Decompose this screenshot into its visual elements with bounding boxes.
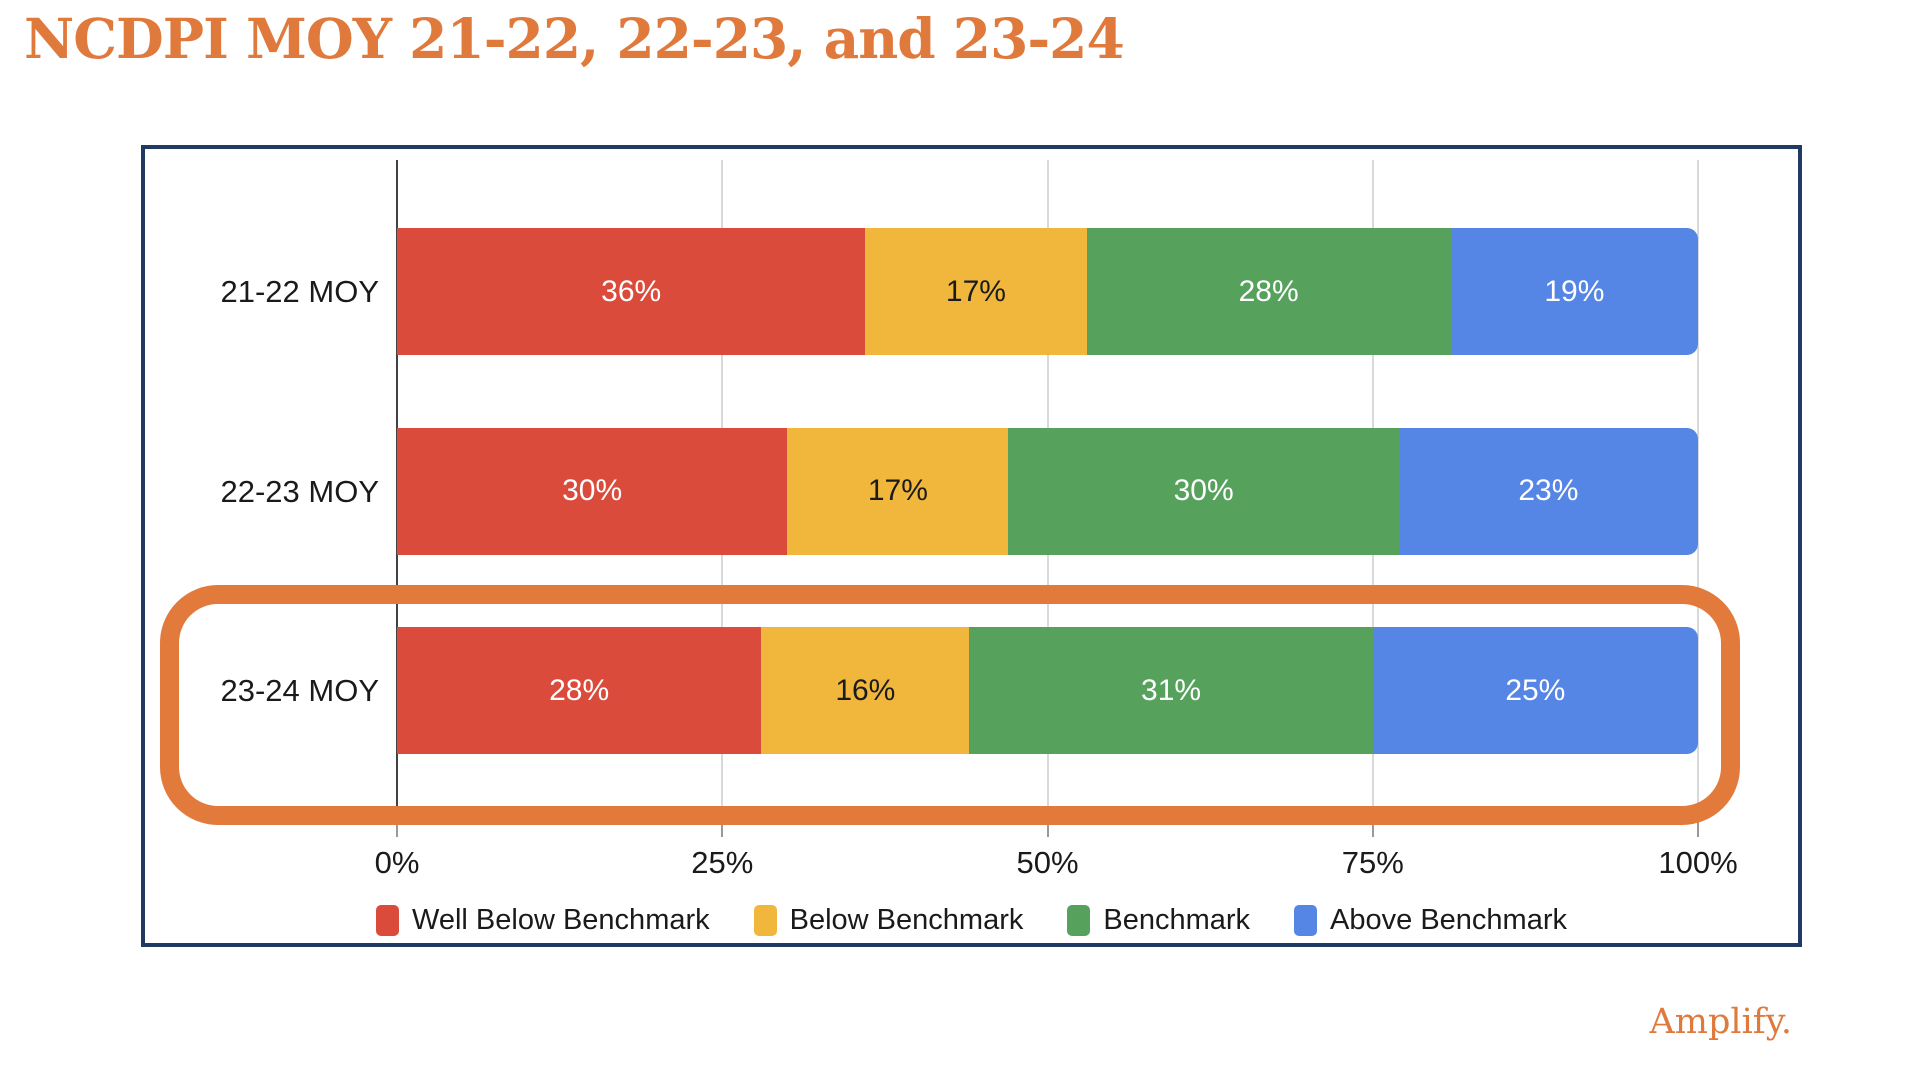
bar-segment: 36%	[397, 228, 866, 355]
axis-tick	[396, 815, 398, 837]
bar-value-label: 17%	[867, 474, 928, 507]
axis-tick-label: 50%	[1016, 845, 1079, 880]
amplify-logo: Amplify.	[1649, 1002, 1792, 1042]
legend-item: Benchmark	[1067, 904, 1250, 937]
bar-row: 22-23 MOY 30% 17% 30% 23%	[220, 427, 1698, 555]
bar-segment: 17%	[787, 427, 1009, 555]
bar-segment: 25%	[1372, 627, 1698, 754]
bar-value-label: 28%	[1238, 274, 1299, 308]
bar-value-label: 19%	[1544, 274, 1605, 308]
page-title: NCDPI MOY 21-22, 22-23, and 23-24	[24, 6, 1125, 71]
gridline	[1697, 160, 1699, 815]
bar-row: 21-22 MOY 36% 17% 28% 19%	[220, 228, 1698, 355]
bar-segment: 23%	[1398, 427, 1698, 555]
axis-tick-label: 25%	[691, 845, 754, 880]
axis-tick-label: 75%	[1341, 845, 1404, 880]
plot-area: 0% 25% 50% 75% 100% 21-22 MOY 36% 17% 28% 19% 22-2…	[220, 160, 1738, 880]
category-label: 23-24 MOY	[220, 673, 379, 708]
bar-value-label: 36%	[601, 274, 662, 308]
category-label: 21-22 MOY	[220, 274, 379, 309]
bar-segment: 17%	[865, 228, 1087, 355]
bar-row: 23-24 MOY 28% 16% 31% 25%	[220, 627, 1698, 754]
chart: 0% 25% 50% 75% 100% 21-22 MOY 36% 17% 28% 19% 22-2…	[141, 145, 1802, 947]
axis-tick	[721, 815, 724, 837]
bar-value-label: 30%	[562, 474, 623, 507]
axis-tick	[1697, 815, 1699, 837]
category-label: 22-23 MOY	[220, 473, 379, 509]
axis-tick	[1046, 815, 1049, 837]
legend-label: Benchmark	[1103, 903, 1251, 936]
legend-label: Well Below Benchmark	[412, 903, 710, 936]
legend-label: Below Benchmark	[789, 903, 1024, 936]
bar-value-label: 23%	[1518, 474, 1579, 507]
axis-tick	[1371, 815, 1374, 837]
bar-segment: 30%	[1008, 427, 1399, 555]
bar-segment: 28%	[397, 627, 762, 754]
legend: Well Below Benchmark Below Benchmark Bench…	[145, 899, 1798, 941]
bar-value-label: 25%	[1505, 673, 1566, 707]
legend-swatch	[376, 904, 399, 936]
bar-segment: 28%	[1086, 228, 1451, 355]
bar-value-label: 30%	[1173, 474, 1234, 507]
bar-value-label: 31%	[1141, 673, 1202, 707]
bar-segment: 31%	[969, 627, 1373, 754]
legend-swatch	[753, 904, 777, 936]
legend-swatch	[1294, 904, 1318, 936]
legend-item: Above Benchmark	[1294, 904, 1567, 937]
bar-value-label: 16%	[835, 673, 896, 707]
axis-tick-label: 0%	[374, 845, 420, 880]
bar-value-label: 17%	[945, 274, 1006, 308]
bar-segment: 16%	[761, 627, 970, 754]
legend-item: Below Benchmark	[753, 903, 1024, 937]
bar-segment: 19%	[1450, 228, 1698, 355]
bar-segment: 30%	[397, 427, 788, 555]
legend-swatch	[1067, 904, 1091, 936]
bar-value-label: 28%	[549, 673, 610, 707]
legend-label: Above Benchmark	[1330, 903, 1567, 936]
axis-tick-label: 100%	[1658, 845, 1738, 880]
legend-item: Well Below Benchmark	[376, 904, 710, 937]
